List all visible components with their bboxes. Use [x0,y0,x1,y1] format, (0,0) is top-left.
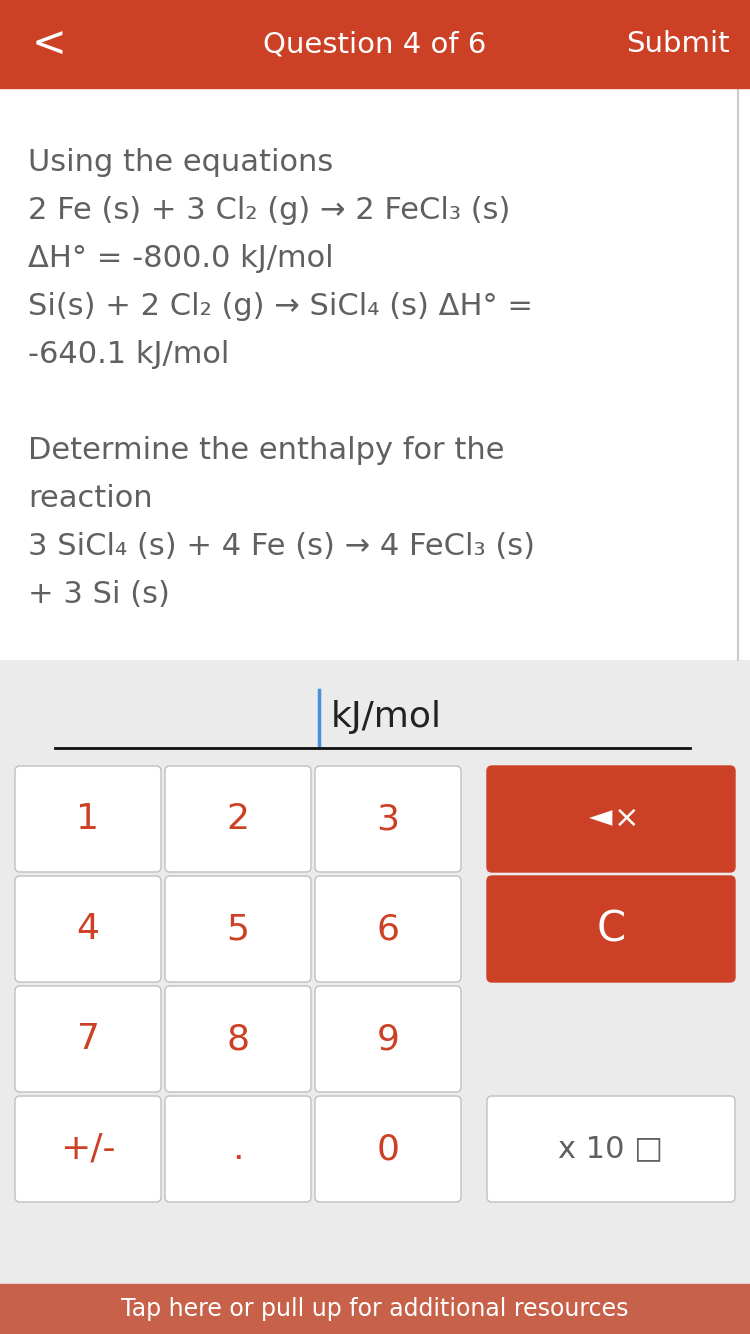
FancyBboxPatch shape [315,986,461,1093]
Text: 8: 8 [226,1022,250,1057]
Text: 9: 9 [376,1022,400,1057]
Text: -640.1 kJ/mol: -640.1 kJ/mol [28,340,230,370]
Text: Question 4 of 6: Question 4 of 6 [263,29,487,57]
Text: Using the equations: Using the equations [28,148,333,177]
Text: ◄: ◄ [590,803,613,832]
Bar [0,1285,750,1334]
FancyBboxPatch shape [165,766,311,872]
FancyBboxPatch shape [15,876,161,982]
Text: 4: 4 [76,912,100,946]
Text: 3: 3 [376,802,400,836]
Text: 6: 6 [376,912,400,946]
Text: + 3 Si (s): + 3 Si (s) [28,580,170,610]
Text: 2 Fe (s) + 3 Cl₂ (g) → 2 FeCl₃ (s): 2 Fe (s) + 3 Cl₂ (g) → 2 FeCl₃ (s) [28,196,510,225]
Text: <: < [32,23,67,65]
Text: 0: 0 [376,1133,400,1166]
Text: kJ/mol: kJ/mol [331,700,442,735]
FancyBboxPatch shape [165,986,311,1093]
Text: 7: 7 [76,1022,100,1057]
Text: 1: 1 [76,802,100,836]
Text: 2: 2 [226,802,250,836]
FancyBboxPatch shape [15,766,161,872]
Text: 5: 5 [226,912,250,946]
Text: Determine the enthalpy for the: Determine the enthalpy for the [28,436,505,466]
FancyBboxPatch shape [315,876,461,982]
FancyBboxPatch shape [487,876,735,982]
FancyBboxPatch shape [315,1097,461,1202]
Text: .: . [232,1133,244,1166]
Bar [0,660,750,1334]
Text: Tap here or pull up for additional resources: Tap here or pull up for additional resou… [122,1297,628,1321]
Text: reaction: reaction [28,484,153,514]
FancyBboxPatch shape [15,1097,161,1202]
Text: Si(s) + 2 Cl₂ (g) → SiCl₄ (s) ΔH° =: Si(s) + 2 Cl₂ (g) → SiCl₄ (s) ΔH° = [28,292,533,321]
Text: 3 SiCl₄ (s) + 4 Fe (s) → 4 FeCl₃ (s): 3 SiCl₄ (s) + 4 Fe (s) → 4 FeCl₃ (s) [28,532,535,562]
Text: Submit: Submit [626,29,730,57]
FancyBboxPatch shape [315,766,461,872]
Text: C: C [596,908,626,950]
Text: ×: × [614,803,640,832]
FancyBboxPatch shape [487,766,735,872]
Text: x 10 □: x 10 □ [559,1134,664,1163]
Text: +/-: +/- [60,1133,116,1166]
Bar [0,0,750,88]
Text: ΔH° = -800.0 kJ/mol: ΔH° = -800.0 kJ/mol [28,244,334,273]
FancyBboxPatch shape [165,1097,311,1202]
FancyBboxPatch shape [15,986,161,1093]
FancyBboxPatch shape [487,1097,735,1202]
FancyBboxPatch shape [165,876,311,982]
